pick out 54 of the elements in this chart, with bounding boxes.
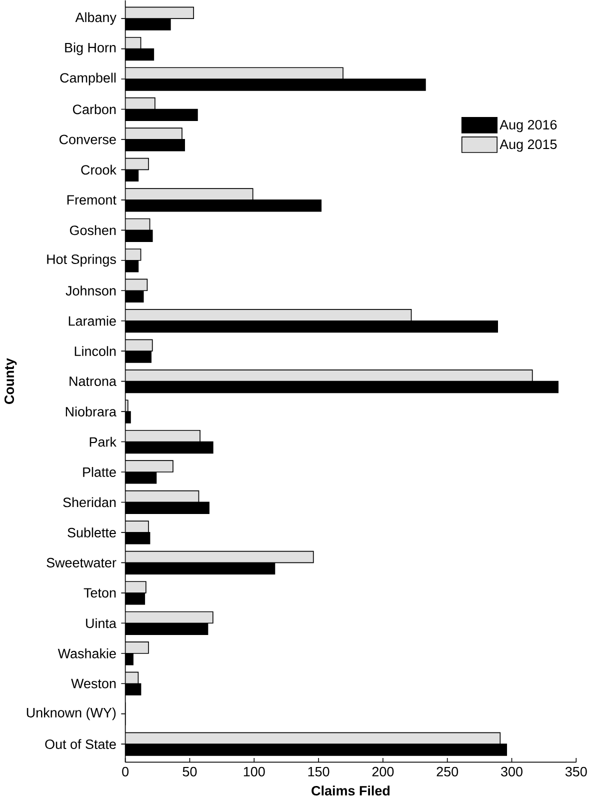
bar (125, 611, 214, 624)
x-tick-label: 200 (372, 766, 394, 776)
bar (125, 550, 314, 564)
y-tick-label: Park (90, 436, 117, 447)
x-tick-label: 0 (122, 766, 129, 776)
y-tick-label: Niobrara (66, 406, 117, 416)
x-tick-label: 100 (244, 766, 265, 776)
bar (125, 128, 182, 140)
y-tick-label: Unknown (WY) (26, 708, 116, 720)
bar (125, 6, 194, 19)
y-tick-label: Fremont (67, 195, 116, 205)
y-tick-label: Carbon (73, 104, 116, 114)
x-tick-label: 350 (565, 766, 587, 776)
bar (125, 430, 200, 442)
bar (125, 369, 533, 382)
y-tick-label: Sheridan (63, 497, 116, 508)
y-tick-label: Teton (84, 588, 116, 598)
y-tick-label: Platte (83, 467, 116, 477)
bar (125, 218, 150, 231)
legend-label: Aug 2016 (500, 120, 557, 132)
bar (125, 278, 148, 292)
bar (125, 158, 149, 170)
bar (125, 460, 174, 472)
y-tick-label: Sweetwater (46, 558, 116, 568)
bar (125, 732, 501, 744)
y-tick-label: Campbell (60, 72, 116, 86)
x-tick-label: 300 (501, 766, 523, 776)
x-tick-label: 50 (182, 766, 197, 776)
bar (125, 309, 412, 322)
y-tick-label: Out of State (45, 739, 116, 749)
y-tick-label: Goshen (70, 225, 116, 236)
y-tick-label: Natrona (70, 376, 117, 386)
y-tick-label: Lincoln (74, 346, 116, 356)
bar (125, 339, 153, 352)
y-tick-label: Crook (81, 164, 117, 175)
y-tick-label: Washakie (58, 648, 116, 658)
bar (125, 490, 200, 503)
bar (125, 67, 344, 80)
y-tick-label: Weston (71, 678, 116, 688)
x-tick-label: 250 (436, 766, 458, 776)
x-axis-title: Claims Filed (312, 786, 390, 796)
y-tick-label: Sublette (68, 528, 116, 538)
y-tick-label: Hot Springs (47, 254, 116, 267)
legend-label: Aug 2015 (500, 140, 557, 152)
y-tick-label: Albany (75, 12, 116, 25)
y-tick-label: Johnson (66, 286, 116, 296)
y-tick-label: Laramie (68, 316, 116, 326)
y-tick-label: Converse (60, 134, 116, 144)
y-axis-title: County (4, 358, 17, 404)
x-tick-label: 150 (308, 766, 330, 776)
bar (125, 188, 254, 200)
y-tick-label: Uinta (86, 618, 117, 628)
y-tick-label: Big Horn (65, 42, 116, 56)
bar (125, 97, 156, 110)
